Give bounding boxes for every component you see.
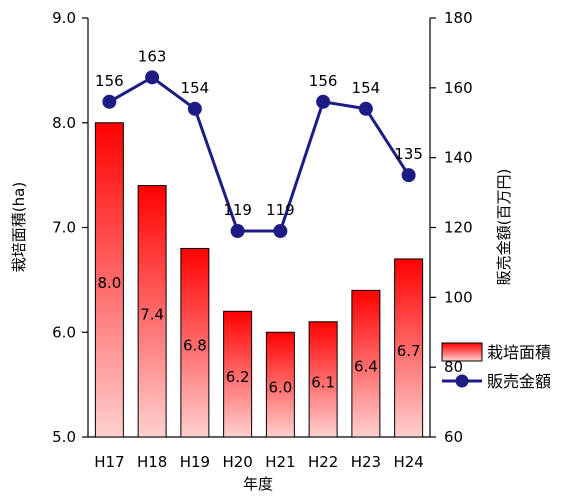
bar-value-labels: 8.0 7.4 6.8 6.2 6.0 6.1 6.4 6.7 [97,274,420,397]
sales-point-label: 156 [95,72,124,90]
legend-swatch-area [441,342,483,362]
bar-value-label: 6.1 [311,373,335,391]
x-axis-title: 年度 [243,475,273,493]
sales-point [358,101,373,116]
x-tick-label: H22 [308,453,338,471]
y-right-tick-label: 140 [444,149,473,167]
bar [137,185,167,438]
legend-line-marker [455,374,469,388]
bar [394,258,424,438]
bar [223,310,253,438]
y-left-tick-label: 7.0 [52,219,76,237]
x-tick-label: H23 [351,453,381,471]
line-series: 156 163 154 119 119 156 154 135 [95,47,423,238]
x-tick-label: H20 [222,453,252,471]
bar-series [94,122,424,438]
sales-point-label: 154 [352,79,381,97]
x-tick-label: H18 [137,453,167,471]
sales-point [401,168,416,183]
sales-point [230,223,245,238]
sales-point [273,223,288,238]
y-right-tick-label: 100 [444,288,473,306]
x-tick-label: H19 [180,453,210,471]
bar-value-label: 7.4 [140,305,164,323]
sales-point-label: 135 [394,145,423,163]
legend-label-sales: 販売金額 [487,372,551,391]
bar [180,247,210,438]
legend: 栽培面積 販売金額 [441,342,551,391]
sales-point [102,94,117,109]
y-left-axis-title: 栽培面積(ha) [10,182,28,272]
sales-point-label: 163 [138,47,167,65]
x-tick-label: H21 [265,453,295,471]
sales-point-label: 156 [309,72,338,90]
x-axis-tick-labels: H17 H18 H19 H20 H21 H22 H23 H24 [94,453,424,471]
bar [351,289,381,438]
bar [265,331,295,438]
sales-point-label: 119 [223,201,252,219]
bar-value-label: 8.0 [97,274,121,292]
y-left-tick-label: 6.0 [52,323,76,341]
left-axis-ticks: 5.0 6.0 7.0 8.0 9.0 [52,9,88,446]
bar-value-label: 6.2 [226,368,250,386]
y-right-tick-label: 160 [444,79,473,97]
bar-value-label: 6.7 [397,342,421,360]
sales-point [145,70,160,85]
y-left-tick-label: 5.0 [52,428,76,446]
bar-value-label: 6.0 [268,379,292,397]
sales-point-label: 119 [266,201,295,219]
y-right-tick-label: 60 [444,428,463,446]
x-tick-label: H17 [94,453,124,471]
y-left-tick-label: 8.0 [52,114,76,132]
sales-point [316,94,331,109]
legend-label-area: 栽培面積 [487,343,551,362]
sales-line [108,75,410,233]
y-right-axis-title: 販売金額(百万円) [495,169,513,286]
sales-point [187,101,202,116]
bar [94,122,124,438]
bar-value-label: 6.4 [354,358,378,376]
sales-point-label: 154 [181,79,210,97]
y-right-tick-label: 120 [444,219,473,237]
bar [308,321,338,438]
y-right-tick-label: 180 [444,9,473,27]
x-tick-label: H24 [393,453,423,471]
bar-value-label: 6.8 [183,337,207,355]
right-axis-ticks: 60 80 100 120 140 160 180 [430,9,473,446]
y-right-tick-label: 80 [444,358,463,376]
y-left-tick-label: 9.0 [52,9,76,27]
